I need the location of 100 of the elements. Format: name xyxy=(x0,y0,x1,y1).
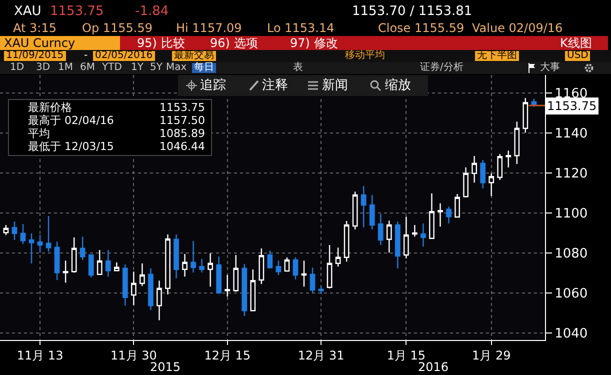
annotation: 1046.44 xyxy=(160,140,205,153)
candlestick xyxy=(488,172,494,197)
candlestick xyxy=(454,193,460,218)
annotation: 最低于 12/03/15 xyxy=(28,140,114,153)
text: 2015 xyxy=(150,360,181,374)
candlestick xyxy=(344,220,350,262)
candlestick xyxy=(114,262,120,272)
candlestick xyxy=(216,256,222,295)
candlestick xyxy=(522,97,528,134)
text: K线图 xyxy=(560,36,592,50)
annotation: 最新价格 xyxy=(28,101,72,114)
candlestick xyxy=(514,121,520,165)
candlestick xyxy=(250,268,256,312)
candlestick xyxy=(369,194,375,230)
candlestick xyxy=(438,202,443,228)
candlestick xyxy=(472,155,478,184)
text: USD xyxy=(565,50,590,61)
text: 02/05/2016 xyxy=(93,50,155,61)
annotation: 最高于 02/04/16 xyxy=(28,114,114,127)
candlestick xyxy=(199,258,205,273)
candlestick xyxy=(28,232,34,264)
candlestick xyxy=(326,244,332,289)
candlestick xyxy=(276,260,282,276)
text: 1153.70 / 1153.81 xyxy=(352,4,472,19)
candlestick xyxy=(404,216,409,259)
text: 1Y xyxy=(131,62,144,73)
text: Close 1155.59 xyxy=(378,21,464,35)
candlestick xyxy=(446,206,452,224)
candlestick xyxy=(335,247,341,268)
text: 97) 修改 xyxy=(290,36,338,50)
x-tick-label: 11月 30 xyxy=(110,348,157,362)
candlestick xyxy=(3,224,9,236)
text: 95) 比较 xyxy=(137,36,185,50)
candlestick xyxy=(386,220,392,254)
annotation: 平均 xyxy=(28,127,50,140)
candlestick xyxy=(301,260,307,288)
y-tick-label: 1140 xyxy=(554,126,588,142)
text: 6M xyxy=(80,62,95,73)
candlestick xyxy=(62,260,68,284)
text: XAU Curncy xyxy=(4,36,76,50)
candlestick xyxy=(463,166,468,198)
annotation: 1157.50 xyxy=(160,114,205,127)
candlestick xyxy=(360,185,366,228)
text: 3D xyxy=(36,62,50,73)
candlestick xyxy=(54,241,60,281)
candlestick xyxy=(131,271,136,306)
x-tick-label: 1月 29 xyxy=(472,348,511,362)
candlestick xyxy=(37,234,43,254)
candlestick xyxy=(174,234,179,279)
candlestick xyxy=(46,215,52,252)
candlestick xyxy=(310,267,316,294)
text: 移动平均 xyxy=(345,50,385,61)
candlestick xyxy=(208,252,214,288)
y-tick-label: 1160 xyxy=(554,86,588,102)
annotation: 1153.75 xyxy=(160,101,205,114)
x-tick-label: 11月 13 xyxy=(16,348,64,362)
text: 每日 xyxy=(192,62,216,73)
text: 1D xyxy=(10,62,24,73)
text: 5Y xyxy=(150,62,162,73)
y-tick-label: 1040 xyxy=(554,326,588,342)
candlestick xyxy=(506,150,512,168)
candlestick xyxy=(148,268,154,311)
y-tick-label: 1100 xyxy=(554,206,588,222)
candlestick xyxy=(429,192,434,239)
candlestick xyxy=(190,240,196,274)
candlestick xyxy=(420,222,426,248)
candlestick xyxy=(242,263,248,317)
y-tick-label: 1120 xyxy=(554,166,588,182)
text: YTD xyxy=(102,62,122,73)
x-tick-label: 1月 15 xyxy=(386,348,426,362)
text: 最新交易 xyxy=(172,50,216,61)
x-tick-label: 12月 15 xyxy=(204,348,251,362)
candlestick xyxy=(96,249,102,276)
text: - xyxy=(84,50,88,61)
text: At 3:15 xyxy=(13,21,56,35)
y-tick-label: 1060 xyxy=(554,286,588,302)
text: Op 1155.59 xyxy=(82,21,152,35)
candlestick xyxy=(140,262,145,287)
text: 大事 xyxy=(540,62,560,73)
text: 证券/分析 xyxy=(420,62,464,73)
candlestick xyxy=(20,223,26,245)
candlestick xyxy=(71,236,77,274)
annotation: 追踪 xyxy=(200,78,226,93)
candlestick xyxy=(352,191,358,230)
text: 11/09/2015 xyxy=(4,50,66,61)
text: 96) 选项 xyxy=(210,36,258,50)
text: 无下半图 xyxy=(475,50,519,61)
candlestick xyxy=(233,254,239,292)
annotation: 1085.89 xyxy=(160,127,205,140)
text: Value 02/09/16 xyxy=(472,21,563,35)
candlestick xyxy=(156,280,162,321)
candlestick xyxy=(497,153,503,181)
text: 2016 xyxy=(418,360,449,374)
candlestick xyxy=(267,250,273,269)
x-tick-label: 12月 31 xyxy=(298,348,344,362)
text: 1M xyxy=(58,62,73,73)
candlestick xyxy=(12,221,18,241)
candlestick xyxy=(292,256,298,280)
candlestick xyxy=(105,249,111,278)
y-tick-label: 1080 xyxy=(554,246,588,262)
